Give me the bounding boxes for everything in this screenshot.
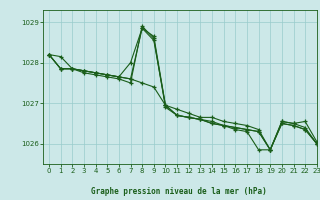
Text: Graphe pression niveau de la mer (hPa): Graphe pression niveau de la mer (hPa) — [91, 187, 267, 196]
